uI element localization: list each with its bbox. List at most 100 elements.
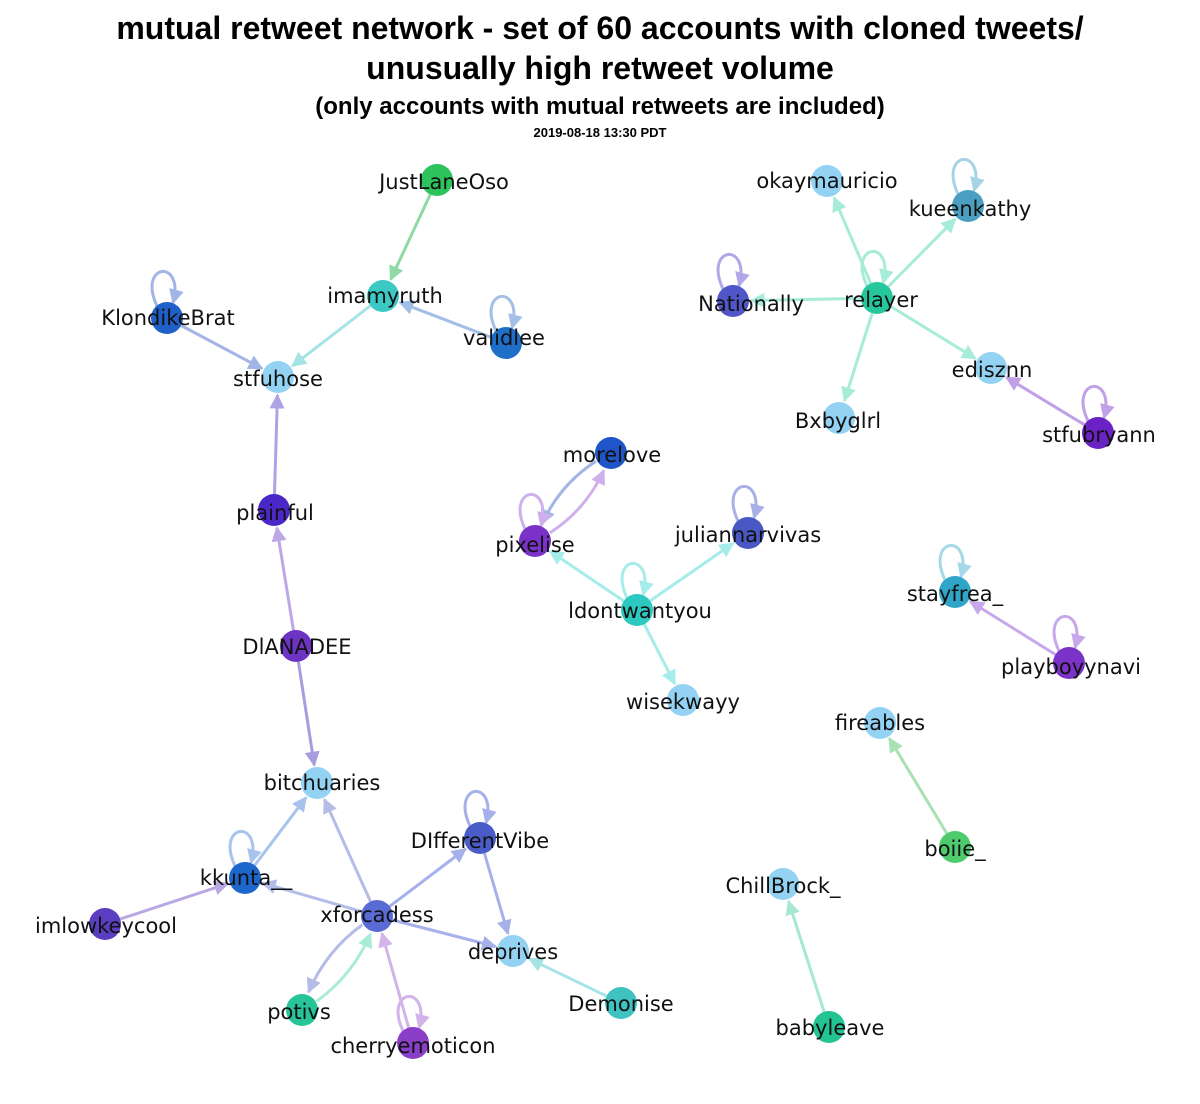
self-loop-stayfrea [938, 544, 972, 581]
edge-imlowkeycool-to-kkunta [119, 880, 230, 921]
chart-title-line1: mutual retweet network - set of 60 accou… [116, 10, 1084, 46]
edge-babyleave-to-ChillBrock [785, 899, 826, 1013]
edge-Idontwantyou-to-wisekwayy [642, 623, 677, 686]
edge-Demonise-to-deprives [527, 957, 608, 998]
node-label-Demonise: Demonise [568, 992, 673, 1016]
node-imlowkeycool [89, 908, 121, 940]
node-potivs [286, 994, 318, 1026]
node-label-imamyruth: imamyruth [327, 284, 443, 308]
node-label-okaymauricio: okaymauricio [756, 169, 897, 193]
node-label-stfubryann: stfubryann [1042, 423, 1156, 447]
node-stfubryann [1082, 417, 1114, 449]
node-xforcadess [361, 900, 393, 932]
node-label-ediszn: edisznn [952, 358, 1033, 382]
node-playboyynavi [1053, 647, 1085, 679]
self-loops-layer [150, 158, 1115, 1032]
node-validlee [490, 327, 522, 359]
self-loop-Idontwantyou [620, 562, 654, 599]
self-loop-juliannarvivas [731, 485, 765, 522]
edge-potivs-to-xforcadess [315, 932, 373, 1003]
node-label-babyleave: babyleave [776, 1016, 885, 1040]
node-label-kkunta: kkunta__ [200, 866, 293, 891]
node-Nationally [717, 285, 749, 317]
node-label-stfuhose: stfuhose [233, 367, 323, 391]
node-label-DIfferentVibe: DIfferentVibe [411, 829, 549, 853]
nodes-layer [89, 164, 1114, 1059]
edges-layer [119, 193, 1086, 1029]
node-label-playboyynavi: playboyynavi [1001, 655, 1141, 679]
chart-timestamp: 2019-08-18 13:30 PDT [533, 125, 667, 140]
self-loop-relayer [860, 250, 894, 287]
node-DIANADEE [280, 630, 312, 662]
node-DIfferentVibe [464, 822, 496, 854]
node-bitchuaries [301, 767, 333, 799]
node-label-boiie: boiie_ [924, 837, 986, 862]
edge-stfubryann-to-ediszn [1005, 376, 1086, 426]
node-label-xforcadess: xforcadess [320, 903, 433, 927]
node-label-JustLaneOso: JustLaneOso [377, 170, 509, 194]
node-stayfrea [939, 576, 971, 608]
node-label-fireables: fireables [835, 711, 925, 735]
self-loop-Nationally [716, 253, 750, 290]
title-block: mutual retweet network - set of 60 accou… [0, 0, 1200, 142]
node-label-stayfrea: stayfrea_ [907, 582, 1004, 607]
edge-xforcadess-to-kkunta [260, 879, 363, 914]
node-label-potivs: potivs [267, 1000, 331, 1024]
self-loop-kkunta [228, 830, 262, 867]
edge-JustLaneOso-to-imamyruth [389, 193, 432, 282]
edge-Idontwantyou-to-pixelise [548, 549, 625, 603]
node-label-plainful: plainful [236, 501, 314, 525]
node-label-relayer: relayer [844, 288, 918, 312]
node-okaymauricio [811, 165, 843, 197]
self-loop-cherryemoticon [396, 995, 430, 1032]
node-label-morelove: morelove [563, 443, 661, 467]
self-loop-kueenkathy [951, 158, 985, 195]
node-wisekwayy [667, 684, 699, 716]
node-label-Bxbyglrl: Bxbyglrl [795, 409, 881, 433]
self-loop-KlondikeBrat [150, 270, 184, 307]
node-kkunta [229, 862, 261, 894]
node-label-Idontwantyou: ldontwantyou [568, 599, 712, 623]
node-label-imlowkeycool: imlowkeycool [35, 914, 177, 938]
node-label-cherryemoticon: cherryemoticon [330, 1034, 495, 1058]
edge-relayer-to-kueenkathy [887, 217, 957, 288]
self-loop-validlee [489, 295, 523, 332]
self-loop-stfubryann [1081, 385, 1115, 422]
node-label-validlee: validlee [463, 326, 545, 350]
node-Demonise [605, 987, 637, 1019]
edge-relayer-to-okaymauricio [832, 196, 873, 284]
node-juliannarvivas [732, 517, 764, 549]
node-ChillBrock [767, 868, 799, 900]
self-loop-DIfferentVibe [463, 790, 497, 827]
edge-imamyruth-to-stfuhose [291, 304, 372, 368]
edge-relayer-to-Bxbyglrl [841, 312, 874, 403]
node-fireables [864, 707, 896, 739]
edge-kkunta-to-bitchuaries [253, 796, 308, 867]
edge-xforcadess-to-potivs [306, 923, 364, 994]
edge-xforcadess-to-DIfferentVibe [388, 847, 467, 908]
edge-playboyynavi-to-stayfrea [969, 600, 1057, 656]
node-KlondikeBrat [151, 302, 183, 334]
node-label-deprives: deprives [468, 940, 558, 964]
edge-relayer-to-ediszn [889, 305, 977, 360]
labels-layer: JustLaneOso imamyruth validlee KlondikeBrat… [35, 169, 1156, 1058]
self-loop-playboyynavi [1052, 615, 1086, 652]
node-Bxbyglrl [823, 402, 855, 434]
node-JustLaneOso [421, 164, 453, 196]
node-morelove [595, 437, 627, 469]
edge-KlondikeBrat-to-stfuhose [180, 324, 264, 370]
node-Idontwantyou [621, 594, 653, 626]
edge-plainful-to-stfuhose [269, 393, 285, 495]
node-plainful [258, 494, 290, 526]
node-label-pixelise: pixelise [495, 533, 574, 557]
node-pixelise [519, 525, 551, 557]
chart-title-line2: unusually high retweet volume [366, 50, 834, 86]
node-label-KlondikeBrat: KlondikeBrat [101, 306, 234, 330]
edge-DIANADEE-to-plainful [271, 526, 295, 631]
edge-relayer-to-Nationally [749, 292, 862, 308]
node-imamyruth [367, 280, 399, 312]
edge-pixelise-to-morelove [549, 469, 606, 535]
node-boiie [939, 831, 971, 863]
node-relayer [861, 282, 893, 314]
